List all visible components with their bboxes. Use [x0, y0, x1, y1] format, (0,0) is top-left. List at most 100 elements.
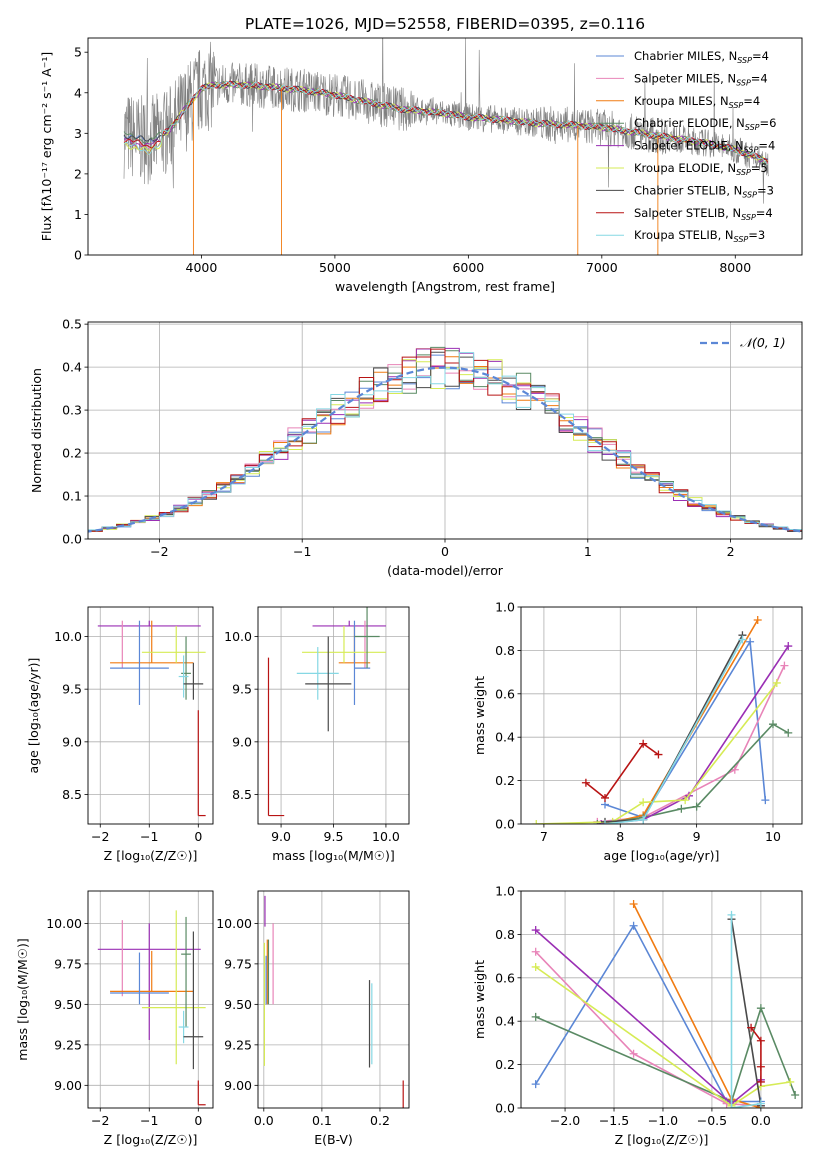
- errorbar-point: [354, 607, 380, 669]
- x-axis-label: Z [log₁₀(Z/Z☉)]: [615, 1132, 709, 1147]
- weight-marker: [786, 1077, 795, 1086]
- figure-title: PLATE=1026, MJD=52558, FIBERID=0395, z=0…: [245, 15, 645, 33]
- weight-marker: [746, 637, 755, 646]
- weight-marker: [654, 750, 663, 759]
- legend-label-sub: SSP: [729, 101, 744, 110]
- y-tick-label: 0.2: [62, 446, 82, 461]
- y-tick-label: 9.25: [224, 1037, 252, 1052]
- y-tick-label: 0.4: [495, 1014, 515, 1029]
- x-tick-label: 0: [194, 829, 202, 844]
- panel-age-vs-Z: −2 −1 0 8.5 9.0 9.5 10.0 Z [log₁₀(Z/Z☉)] age [lo…: [26, 606, 214, 863]
- legend-label: 𝒩(0, 1): [740, 335, 786, 350]
- y-tick-label: 10.0: [224, 629, 252, 644]
- legend-label-post: =3: [748, 228, 765, 242]
- errorbar-point: [181, 636, 191, 700]
- weight-series-line: [601, 645, 789, 824]
- errorbar-point: [181, 916, 191, 1028]
- y-tick-label: 9.75: [224, 956, 252, 971]
- plot-area-age-vs-Z: [88, 607, 213, 824]
- y-tick-label: 9.50: [54, 997, 82, 1012]
- weight-marker: [738, 635, 747, 644]
- x-axis-label: mass [log₁₀(M/M☉)]: [272, 848, 394, 863]
- model-spectrum-line: [123, 81, 768, 162]
- y-tick-label: 0.8: [495, 643, 515, 658]
- errorbar-point: [267, 657, 285, 817]
- weight-marker: [727, 1104, 736, 1108]
- x-tick-label: −1: [140, 829, 158, 844]
- panel-age-vs-mass: 9.0 9.5 10.0 8.5 9.0 9.5 10.0 mass [log₁₀(M/M☉)…: [224, 606, 410, 863]
- legend-label-sub: SSP: [744, 146, 759, 155]
- x-tick-label: 7000: [586, 260, 618, 275]
- weight-marker: [600, 820, 609, 824]
- x-tick-label: −1: [140, 1113, 158, 1128]
- legend-label-post: =5: [751, 161, 768, 175]
- y-tick-label: 9.5: [232, 682, 252, 697]
- x-axis-label: (data-model)/error: [387, 563, 504, 578]
- y-tick-label: 4: [74, 85, 82, 100]
- x-axis-label: Z [log₁₀(Z/Z☉)]: [104, 848, 198, 863]
- x-tick-label: −2: [91, 1113, 109, 1128]
- x-axis-label: Z [log₁₀(Z/Z☉)]: [104, 1132, 198, 1147]
- weight-marker: [756, 1036, 765, 1045]
- y-axis-label: age [log₁₀(age/yr)]: [26, 658, 41, 774]
- legend-label-main: Salpeter ELODIE, N: [634, 139, 744, 153]
- x-tick-label: 2: [727, 544, 735, 559]
- y-tick-label: 10.00: [46, 916, 82, 931]
- weight-marker: [532, 820, 541, 824]
- weight-marker: [531, 962, 540, 971]
- errorbar-point: [110, 952, 169, 1005]
- legend-label-sub: SSP: [737, 56, 752, 65]
- y-tick-label: 10.0: [54, 629, 82, 644]
- panel-residuals: −2 −1 0 1 2 0.0 0.1 0.2 0.3 0.4 0.5 (data-model)/er…: [29, 317, 803, 578]
- weight-marker: [629, 900, 638, 909]
- panel-weight-vs-Z: −2.0 −1.5 −1.0 −0.5 0.0 0.0 0.2 0.4 0.6 0.8 1.0 Z […: [472, 884, 803, 1147]
- legend-label-sub: SSP: [745, 123, 760, 132]
- weight-marker: [768, 720, 777, 729]
- legend-label: Chabrier ELODIE, NSSP=6: [634, 116, 776, 132]
- weight-marker: [531, 1012, 540, 1021]
- panel-weight-vs-age: 7 8 9 10 0.0 0.2 0.4 0.6 0.8 1.0 age [log₁₀(age/yr…: [472, 600, 803, 863]
- weight-series-line: [535, 929, 762, 1105]
- y-tick-label: 9.0: [232, 734, 252, 749]
- weight-marker: [791, 1090, 800, 1099]
- x-tick-label: −1.5: [599, 1113, 629, 1128]
- legend-label-sub: SSP: [741, 213, 756, 222]
- x-tick-label: 1: [584, 544, 592, 559]
- weight-marker: [784, 728, 793, 737]
- axes-frame: [87, 37, 803, 256]
- y-tick-label: 8.5: [232, 787, 252, 802]
- y-tick-label: 1: [74, 207, 82, 222]
- x-tick-label: −2.0: [550, 1113, 580, 1128]
- plot-area-residuals: [88, 322, 802, 539]
- x-tick-label: −1: [293, 544, 311, 559]
- weight-marker: [531, 1080, 540, 1089]
- legend-label: Chabrier MILES, NSSP=4: [634, 49, 769, 65]
- legend-label-main: Salpeter MILES, N: [634, 71, 736, 85]
- weight-series-line: [604, 634, 744, 823]
- y-tick-label: 9.75: [54, 956, 82, 971]
- x-tick-label: 9.0: [271, 829, 291, 844]
- x-tick-label: 0.0: [751, 1113, 771, 1128]
- legend-label: Kroupa STELIB, NSSP=3: [634, 228, 765, 244]
- y-tick-label: 0.4: [495, 730, 515, 745]
- plot-area-mass-vs-Z: [88, 891, 213, 1108]
- weight-marker: [730, 765, 739, 774]
- legend-label-post: =3: [757, 183, 774, 197]
- weight-marker: [639, 739, 648, 748]
- legend-label-main: Chabrier MILES, N: [634, 49, 737, 63]
- y-tick-label: 8.5: [62, 787, 82, 802]
- x-tick-label: 10: [765, 829, 781, 844]
- x-tick-label: 9.5: [324, 829, 344, 844]
- weight-marker: [780, 661, 789, 670]
- errorbar-point: [197, 1080, 206, 1106]
- weight-marker: [753, 616, 762, 625]
- y-tick-label: 3: [74, 126, 82, 141]
- y-axis-label: mass weight: [472, 676, 487, 755]
- y-tick-label: 9.5: [62, 682, 82, 697]
- x-tick-label: 10.0: [372, 829, 400, 844]
- x-tick-label: 6000: [452, 260, 484, 275]
- data-spectrum-line: [123, 38, 769, 204]
- y-tick-label: 0.2: [495, 773, 515, 788]
- plot-area-age-vs-mass: [258, 607, 409, 824]
- legend-label-main: Kroupa MILES, N: [634, 94, 729, 108]
